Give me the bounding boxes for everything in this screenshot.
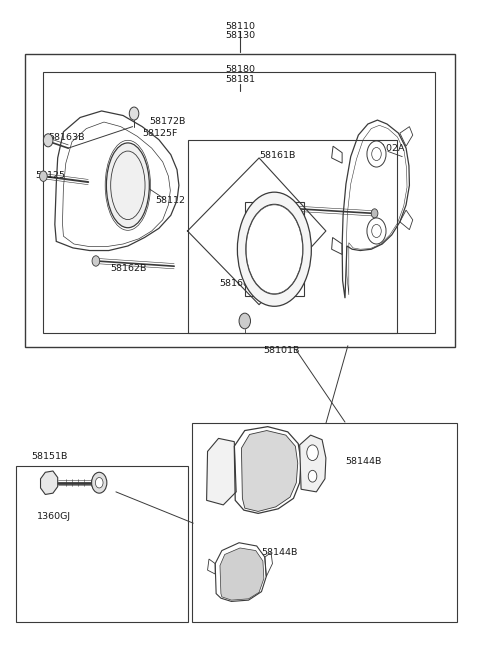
Polygon shape <box>206 438 236 505</box>
Circle shape <box>39 171 47 181</box>
Text: 58172B: 58172B <box>149 117 186 126</box>
Circle shape <box>367 218 386 244</box>
Text: 58125: 58125 <box>36 171 66 180</box>
Circle shape <box>92 472 107 493</box>
Text: 58130: 58130 <box>225 31 255 41</box>
Polygon shape <box>220 548 264 600</box>
Text: 58162B: 58162B <box>110 264 146 272</box>
Circle shape <box>371 209 378 218</box>
Circle shape <box>307 445 318 460</box>
Text: 58144B: 58144B <box>345 457 382 466</box>
Circle shape <box>92 255 100 266</box>
Circle shape <box>129 107 139 120</box>
Text: 58151B: 58151B <box>31 452 67 461</box>
Text: 58181: 58181 <box>225 75 255 83</box>
Text: 58161B: 58161B <box>259 151 296 160</box>
Circle shape <box>308 470 317 482</box>
Bar <box>43 72 435 333</box>
Text: 58101B: 58101B <box>263 346 300 355</box>
Circle shape <box>43 134 53 147</box>
Text: 58144B: 58144B <box>262 548 298 557</box>
Text: 58102A: 58102A <box>368 143 404 153</box>
Bar <box>188 140 397 333</box>
Circle shape <box>367 141 386 167</box>
Ellipse shape <box>246 204 303 294</box>
Bar <box>25 54 455 347</box>
Polygon shape <box>241 430 298 512</box>
Bar <box>16 466 188 622</box>
Bar <box>192 423 457 622</box>
Polygon shape <box>40 471 58 495</box>
Text: 58125F: 58125F <box>142 128 178 138</box>
Circle shape <box>239 313 251 329</box>
Ellipse shape <box>238 192 312 307</box>
Circle shape <box>96 477 103 488</box>
Polygon shape <box>300 435 326 492</box>
Text: 58112: 58112 <box>155 196 185 206</box>
Text: 58168A: 58168A <box>219 278 255 288</box>
Text: 58180: 58180 <box>225 65 255 74</box>
Ellipse shape <box>107 143 149 228</box>
Text: 1360GJ: 1360GJ <box>37 512 72 521</box>
Text: 58163B: 58163B <box>48 132 84 141</box>
Text: 58110: 58110 <box>225 22 255 31</box>
Bar <box>245 202 304 296</box>
